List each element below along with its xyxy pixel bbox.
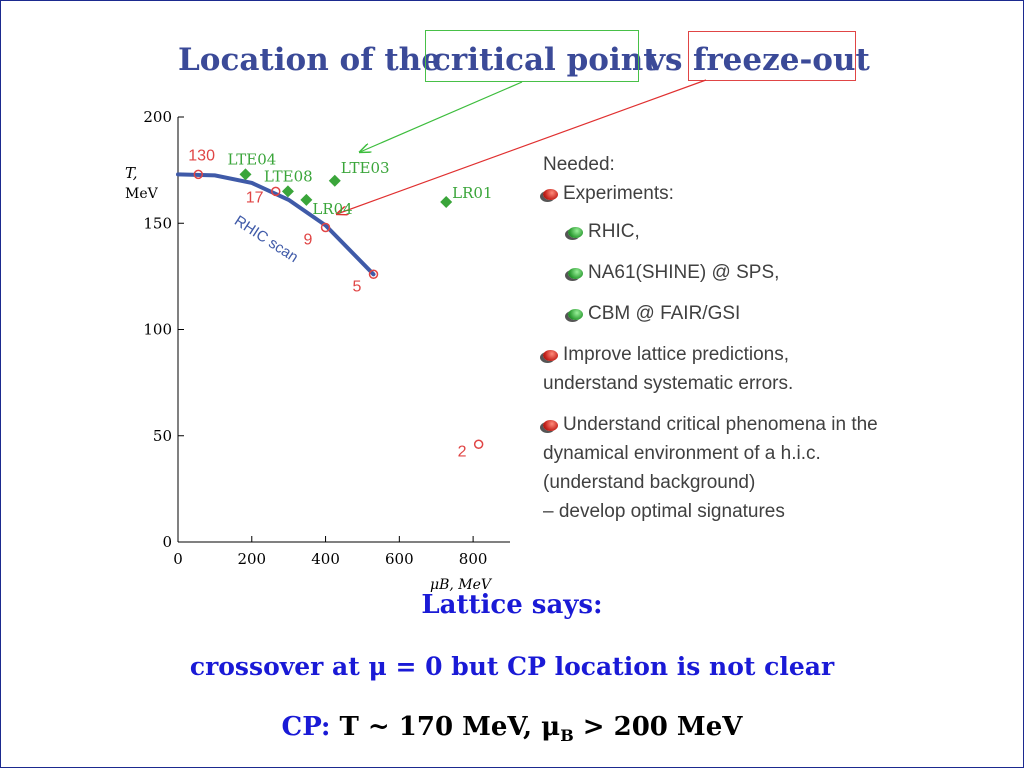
green-bullet-icon xyxy=(568,309,583,320)
title-critical-point: critical point xyxy=(432,42,658,78)
needed-item-improve: Improve lattice predictions, understand … xyxy=(543,340,843,398)
y-axis-label: T, xyxy=(125,164,138,182)
cp-label: CP: xyxy=(281,712,331,742)
understand-line-3: – develop optimal signatures xyxy=(543,501,785,522)
green-bullet-icon xyxy=(568,268,583,279)
freeze-out-point-marker xyxy=(193,169,204,180)
title-freeze-out: freeze-out xyxy=(693,42,870,78)
lattice-point-label: LTE08 xyxy=(264,167,313,185)
rhic-scan-label: RHIC scan xyxy=(231,212,301,266)
experiments-label: Experiments: xyxy=(563,183,674,204)
lattice-point-marker xyxy=(328,174,341,187)
title-vs: vs xyxy=(647,42,683,78)
freeze-out-point-marker xyxy=(271,186,281,197)
x-tick-label: 800 xyxy=(459,550,488,568)
freeze-out-point-label: 2 xyxy=(458,443,467,460)
cp-mu-subscript: B xyxy=(560,726,574,746)
improve-label: Improve lattice predictions, understand … xyxy=(543,344,794,394)
freeze-out-point-marker xyxy=(320,222,331,233)
freeze-out-highlight-box xyxy=(688,31,856,81)
x-axis-label: μB, MeV xyxy=(430,577,493,593)
red-bullet-icon xyxy=(543,420,558,431)
needed-item-experiments: Experiments: xyxy=(543,179,983,208)
freeze-out-point-label: 9 xyxy=(304,232,313,249)
freeze-out-point-label: 130 xyxy=(188,147,215,164)
x-tick-label: 400 xyxy=(311,550,340,568)
y-tick-label: 200 xyxy=(143,108,172,126)
freeze-out-point-marker xyxy=(368,269,379,279)
needed-item-na61: NA61(SHINE) @ SPS, xyxy=(543,258,983,287)
y-tick-label: 100 xyxy=(143,321,172,339)
lattice-point-label: LTE04 xyxy=(228,150,277,168)
red-bullet-icon xyxy=(543,189,558,200)
rhic-label: RHIC, xyxy=(588,221,640,242)
freeze-out-point-marker xyxy=(473,439,484,449)
chart-svg: 0 50 100 150 200 0 200 400 600 800 T, MeV μB, MeV RHI… xyxy=(125,108,510,593)
lattice-point-label: LTE03 xyxy=(341,159,390,177)
x-tick-label: 600 xyxy=(385,550,414,568)
green-bullet-icon xyxy=(568,227,583,238)
crossover-statement: crossover at μ = 0 but CP location is no… xyxy=(189,652,835,681)
title-part-1: Location of the xyxy=(178,42,441,78)
x-tick-label: 0 xyxy=(173,550,183,568)
lattice-point-marker xyxy=(440,196,453,208)
lattice-point-label: LR04 xyxy=(312,200,352,218)
y-tick-label: 50 xyxy=(153,427,172,445)
needed-heading: Needed: xyxy=(543,154,615,175)
needed-item-understand: Understand critical phenomena in the dyn… xyxy=(543,410,903,468)
lattice-says-heading: Lattice says: xyxy=(421,590,603,620)
lattice-point-marker xyxy=(239,168,252,181)
cp-statement: CP: T ~ 170 MeV, μB > 200 MeV xyxy=(0,712,1024,745)
lattice-point-label: LR01 xyxy=(452,184,492,202)
needed-item-cbm: CBM @ FAIR/GSI xyxy=(543,299,983,328)
na61-label: NA61(SHINE) @ SPS, xyxy=(588,262,780,283)
cbm-label: CBM @ FAIR/GSI xyxy=(588,303,741,324)
y-tick-label: 150 xyxy=(143,214,172,232)
phase-diagram-chart: 0 50 100 150 200 0 200 400 600 800 T, MeV μB, MeV RHI… xyxy=(120,100,520,600)
cp-temperature: T ~ 170 MeV, μ xyxy=(339,712,561,742)
critical-point-highlight-box xyxy=(425,30,639,82)
understand-line-1: Understand critical phenomena in the dyn… xyxy=(543,414,878,464)
needed-item-rhic: RHIC, xyxy=(543,217,983,246)
x-tick-label: 200 xyxy=(237,550,266,568)
red-bullet-icon xyxy=(543,350,558,361)
cp-mu-value: > 200 MeV xyxy=(573,712,743,742)
lattice-point-marker xyxy=(300,193,313,206)
y-tick-label: 0 xyxy=(162,533,172,551)
freeze-out-point-label: 17 xyxy=(246,189,264,206)
y-axis-unit: MeV xyxy=(125,186,159,202)
needed-list: Needed: Experiments: RHIC, NA61(SHINE) @… xyxy=(543,150,983,526)
understand-line-2: (understand background) xyxy=(543,472,756,493)
slide-title: Location of the critical point vs freeze… xyxy=(0,32,1024,88)
lattice-point-marker xyxy=(281,185,294,198)
freeze-out-point-label: 5 xyxy=(353,278,362,295)
rhic-scan-curve xyxy=(176,172,376,277)
